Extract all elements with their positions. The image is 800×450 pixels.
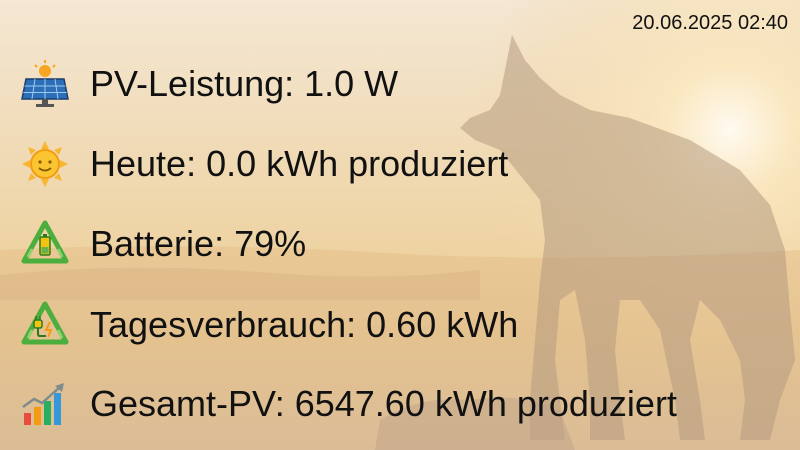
battery-recycle-icon (20, 219, 70, 269)
daily-consumption-text: Tagesverbrauch: 0.60 kWh (90, 304, 519, 345)
battery-row: Batterie: 79% (20, 216, 306, 272)
today-production-row: Heute: 0.0 kWh produziert (20, 136, 508, 192)
plug-recycle-icon (20, 300, 70, 350)
growth-chart-icon (20, 379, 70, 429)
pv-power-row: PV-Leistung: 1.0 W (20, 56, 398, 112)
daily-consumption-row: Tagesverbrauch: 0.60 kWh (20, 297, 518, 353)
timestamp: 20.06.2025 02:40 (632, 12, 788, 34)
sun-icon (20, 139, 70, 189)
pv-power-text: PV-Leistung: 1.0 W (90, 63, 399, 104)
today-production-text: Heute: 0.0 kWh produziert (90, 143, 509, 184)
total-pv-text: Gesamt-PV: 6547.60 kWh produziert (90, 383, 677, 424)
total-pv-row: Gesamt-PV: 6547.60 kWh produziert (20, 376, 677, 432)
battery-text: Batterie: 79% (90, 223, 307, 264)
solar-panel-icon (20, 59, 70, 109)
wolf-silhouette (460, 35, 795, 440)
